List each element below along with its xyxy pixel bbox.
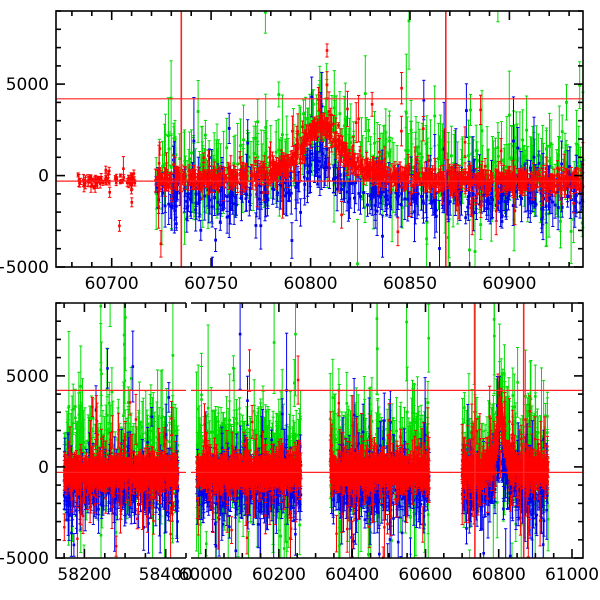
bottom-xtick-label-60400: 60400 [325,565,379,585]
bottom-xtick-label-58200: 58200 [57,565,111,585]
bottom-xtick-label-60200: 60200 [252,565,306,585]
bottom-ytick-label-neg5000: −5000 [0,549,49,569]
bottom-panel-data-layer [63,303,550,559]
series-red-bottom [63,350,550,559]
bottom-xtick-label-60600: 60600 [398,565,452,585]
bottom-xtick-label-60000: 60000 [179,565,233,585]
top-xtick-label-60750: 60750 [184,274,238,294]
top-ytick-label-neg5000: −5000 [0,258,49,278]
bottom-xtick-label-60800: 60800 [472,565,526,585]
top-ytick-label-0: 0 [38,167,49,187]
bottom-ytick-label-0: 0 [38,458,49,478]
top-xtick-label-60900: 60900 [482,274,536,294]
top-xtick-label-60850: 60850 [383,274,437,294]
top-xtick-label-60700: 60700 [85,274,139,294]
top-xtick-label-60800: 60800 [284,274,338,294]
series-green-top [155,11,585,267]
top-ytick-label-5000: 5000 [6,75,49,95]
bottom-xtick-label-61000: 61000 [545,565,599,585]
top-panel-data-layer [77,11,585,267]
bottom-ytick-label-5000: 5000 [6,367,49,387]
